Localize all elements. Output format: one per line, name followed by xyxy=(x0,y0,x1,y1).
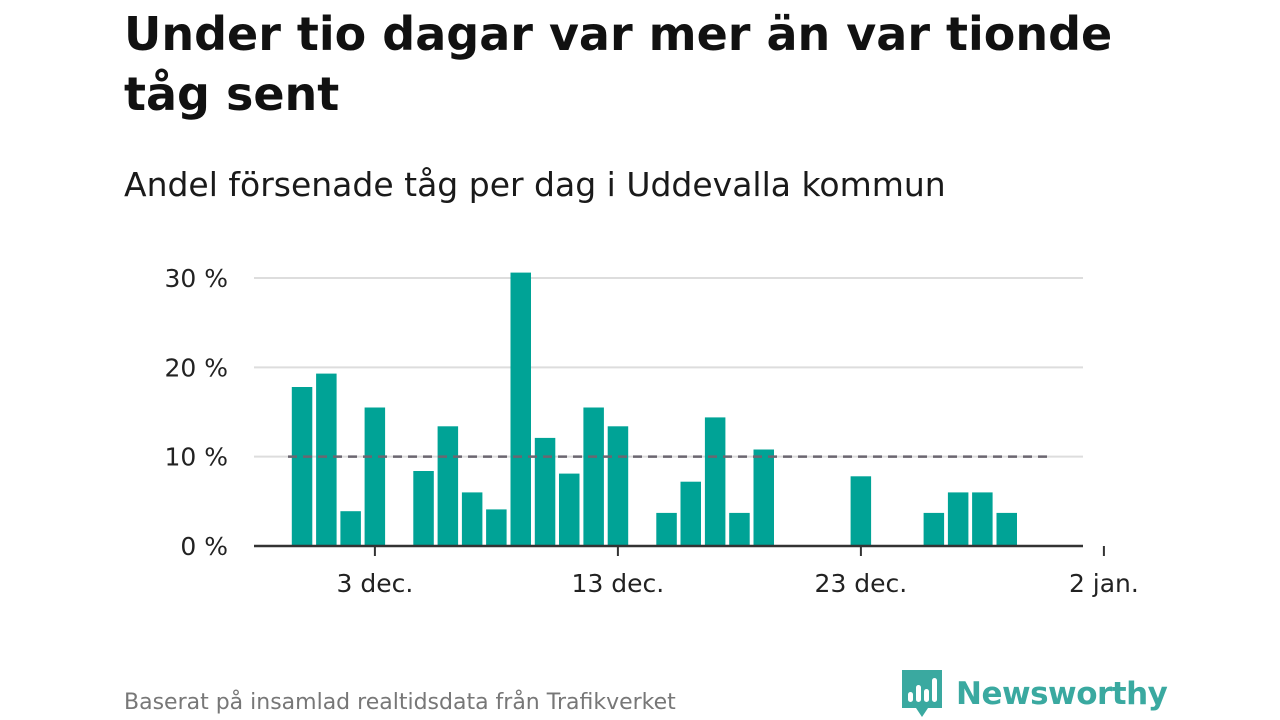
x-tick-label: 3 dec. xyxy=(337,569,414,598)
y-tick-label: 20 % xyxy=(164,353,228,382)
bar xyxy=(947,492,969,546)
chart-title: Under tio dagar var mer än var tionde tå… xyxy=(124,7,1113,121)
axes xyxy=(254,544,1105,556)
bar xyxy=(729,512,750,546)
bar xyxy=(413,471,434,546)
bar xyxy=(364,407,386,546)
source-note: Baserat på insamlad realtidsdata från Tr… xyxy=(124,690,676,715)
x-tick-label: 23 dec. xyxy=(815,569,908,598)
bar xyxy=(680,481,701,546)
bar xyxy=(607,426,629,546)
bar xyxy=(486,509,507,546)
bar xyxy=(316,373,337,546)
bar xyxy=(583,407,604,546)
bar-chart: 0 % 10 % 20 % 30 % 3 dec. 13 dec. 23 dec. 2 jan… xyxy=(164,264,1138,598)
y-tick-label: 30 % xyxy=(164,264,228,293)
bar xyxy=(461,492,483,546)
bar xyxy=(972,492,993,546)
newsworthy-logo-icon xyxy=(902,670,942,717)
bar xyxy=(510,272,531,546)
bar xyxy=(559,473,580,546)
newsworthy-logo-text: Newsworthy xyxy=(956,676,1168,712)
bar xyxy=(291,387,313,546)
x-tick-label: 2 jan. xyxy=(1069,569,1139,598)
bar xyxy=(534,437,556,546)
tick-labels: 0 % 10 % 20 % 30 % 3 dec. 13 dec. 23 dec. 2 jan… xyxy=(164,264,1138,598)
bar xyxy=(437,426,459,546)
bars xyxy=(291,272,1017,546)
bar xyxy=(340,511,361,546)
bar xyxy=(923,512,945,546)
chart-subtitle: Andel försenade tåg per dag i Uddevalla … xyxy=(124,165,946,204)
bar xyxy=(704,417,726,546)
x-tick-label: 13 dec. xyxy=(572,569,665,598)
bar xyxy=(753,449,774,546)
bar xyxy=(850,476,872,546)
y-tick-label: 0 % xyxy=(180,532,228,561)
bar xyxy=(996,512,1017,546)
y-tick-label: 10 % xyxy=(164,443,228,472)
newsworthy-logo: Newsworthy xyxy=(902,670,1168,718)
bar xyxy=(656,512,677,546)
